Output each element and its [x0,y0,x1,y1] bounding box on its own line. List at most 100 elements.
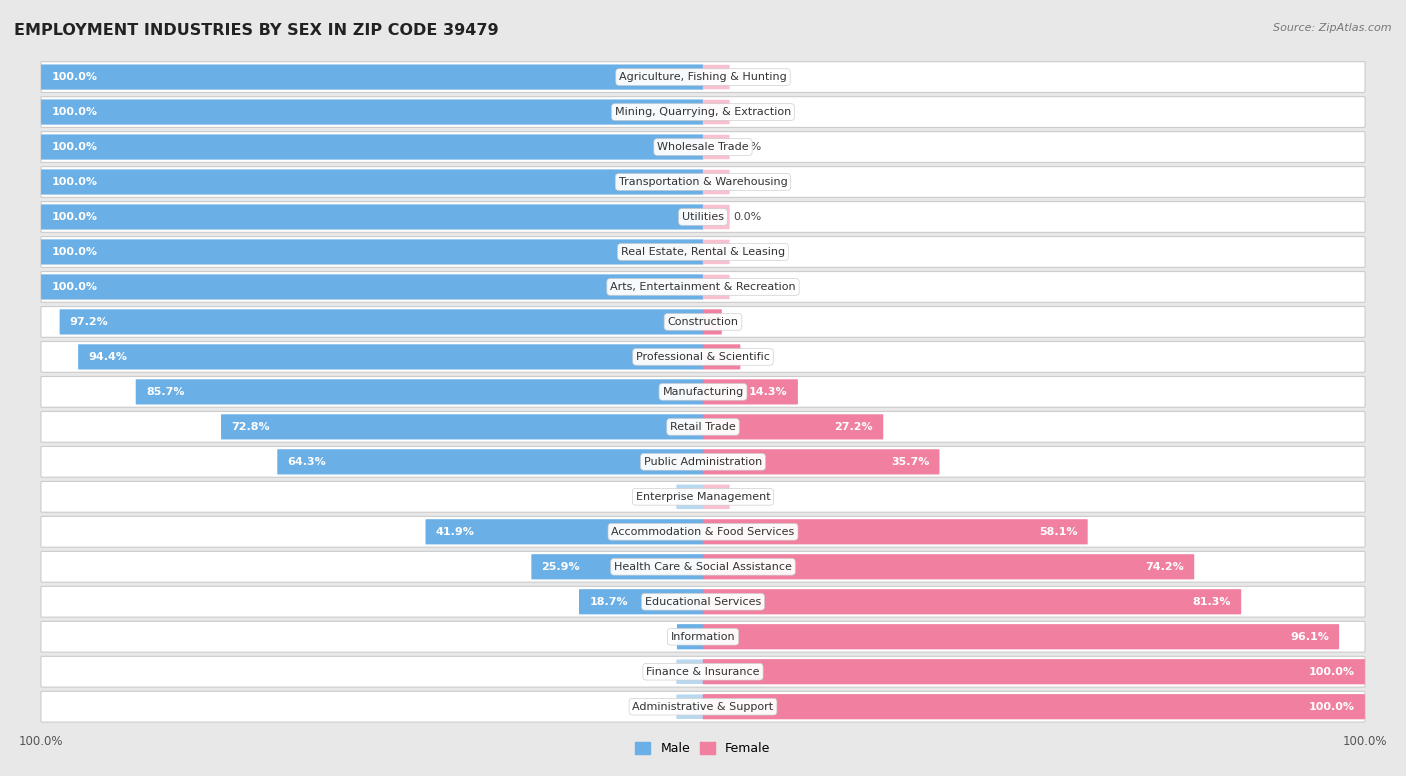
FancyBboxPatch shape [703,65,730,89]
FancyBboxPatch shape [703,694,1365,719]
FancyBboxPatch shape [703,659,1365,684]
Text: Public Administration: Public Administration [644,457,762,467]
FancyBboxPatch shape [579,589,703,615]
FancyBboxPatch shape [41,691,1365,722]
Text: 0.0%: 0.0% [645,702,673,712]
Text: Construction: Construction [668,317,738,327]
FancyBboxPatch shape [59,310,703,334]
Legend: Male, Female: Male, Female [630,737,776,760]
FancyBboxPatch shape [41,202,1365,232]
FancyBboxPatch shape [41,481,1365,512]
Text: Manufacturing: Manufacturing [662,387,744,397]
Text: 74.2%: 74.2% [1146,562,1184,572]
FancyBboxPatch shape [41,132,1365,162]
FancyBboxPatch shape [41,97,1365,127]
Text: 0.0%: 0.0% [733,107,761,117]
Text: 14.3%: 14.3% [749,387,787,397]
Text: EMPLOYMENT INDUSTRIES BY SEX IN ZIP CODE 39479: EMPLOYMENT INDUSTRIES BY SEX IN ZIP CODE… [14,23,499,38]
FancyBboxPatch shape [703,484,730,509]
Text: 100.0%: 100.0% [51,282,97,292]
FancyBboxPatch shape [41,64,703,90]
FancyBboxPatch shape [41,169,703,195]
Text: Arts, Entertainment & Recreation: Arts, Entertainment & Recreation [610,282,796,292]
FancyBboxPatch shape [41,516,1365,547]
FancyBboxPatch shape [703,449,939,474]
Text: 100.0%: 100.0% [51,142,97,152]
Text: 0.0%: 0.0% [733,177,761,187]
FancyBboxPatch shape [41,656,1365,687]
FancyBboxPatch shape [703,624,1339,650]
FancyBboxPatch shape [703,170,730,194]
Text: 27.2%: 27.2% [834,422,873,432]
FancyBboxPatch shape [676,484,703,509]
FancyBboxPatch shape [703,519,1088,545]
Text: 64.3%: 64.3% [287,457,326,467]
Text: 94.4%: 94.4% [89,352,128,362]
Text: 100.0%: 100.0% [51,247,97,257]
FancyBboxPatch shape [41,204,703,230]
FancyBboxPatch shape [703,100,730,124]
Text: 41.9%: 41.9% [436,527,475,537]
Text: Accommodation & Food Services: Accommodation & Food Services [612,527,794,537]
FancyBboxPatch shape [531,554,703,580]
FancyBboxPatch shape [41,341,1365,372]
FancyBboxPatch shape [676,660,703,684]
Text: Mining, Quarrying, & Extraction: Mining, Quarrying, & Extraction [614,107,792,117]
FancyBboxPatch shape [41,376,1365,407]
Text: 96.1%: 96.1% [1291,632,1329,642]
FancyBboxPatch shape [136,379,703,404]
FancyBboxPatch shape [41,99,703,125]
Text: 0.0%: 0.0% [645,492,673,502]
FancyBboxPatch shape [703,414,883,439]
Text: Agriculture, Fishing & Hunting: Agriculture, Fishing & Hunting [619,72,787,82]
FancyBboxPatch shape [676,624,703,650]
Text: 100.0%: 100.0% [51,177,97,187]
Text: 0.0%: 0.0% [733,282,761,292]
FancyBboxPatch shape [41,307,1365,338]
FancyBboxPatch shape [41,275,703,300]
FancyBboxPatch shape [41,552,1365,582]
Text: Retail Trade: Retail Trade [671,422,735,432]
FancyBboxPatch shape [703,275,730,300]
FancyBboxPatch shape [277,449,703,474]
Text: 100.0%: 100.0% [1309,667,1355,677]
FancyBboxPatch shape [41,237,1365,268]
Text: 100.0%: 100.0% [1309,702,1355,712]
Text: Health Care & Social Assistance: Health Care & Social Assistance [614,562,792,572]
Text: Enterprise Management: Enterprise Management [636,492,770,502]
FancyBboxPatch shape [41,272,1365,303]
FancyBboxPatch shape [41,134,703,160]
Text: 25.9%: 25.9% [541,562,581,572]
Text: 0.0%: 0.0% [733,142,761,152]
Text: 81.3%: 81.3% [1192,597,1232,607]
Text: 0.0%: 0.0% [733,492,761,502]
FancyBboxPatch shape [41,446,1365,477]
Text: Real Estate, Rental & Leasing: Real Estate, Rental & Leasing [621,247,785,257]
Text: Educational Services: Educational Services [645,597,761,607]
FancyBboxPatch shape [426,519,703,545]
Text: Administrative & Support: Administrative & Support [633,702,773,712]
Text: 5.6%: 5.6% [709,352,737,362]
Text: Source: ZipAtlas.com: Source: ZipAtlas.com [1274,23,1392,33]
Text: 72.8%: 72.8% [231,422,270,432]
Text: 0.0%: 0.0% [733,72,761,82]
Text: 85.7%: 85.7% [146,387,184,397]
Text: Finance & Insurance: Finance & Insurance [647,667,759,677]
Text: Transportation & Warehousing: Transportation & Warehousing [619,177,787,187]
FancyBboxPatch shape [41,239,703,265]
FancyBboxPatch shape [703,589,1241,615]
FancyBboxPatch shape [41,622,1365,652]
FancyBboxPatch shape [221,414,703,439]
FancyBboxPatch shape [41,587,1365,617]
Text: 100.0%: 100.0% [51,212,97,222]
Text: 97.2%: 97.2% [70,317,108,327]
FancyBboxPatch shape [703,135,730,159]
FancyBboxPatch shape [703,310,721,334]
Text: Wholesale Trade: Wholesale Trade [657,142,749,152]
FancyBboxPatch shape [703,240,730,264]
Text: 0.0%: 0.0% [733,212,761,222]
Text: 18.7%: 18.7% [589,597,628,607]
FancyBboxPatch shape [41,61,1365,92]
FancyBboxPatch shape [703,205,730,229]
FancyBboxPatch shape [703,345,741,369]
